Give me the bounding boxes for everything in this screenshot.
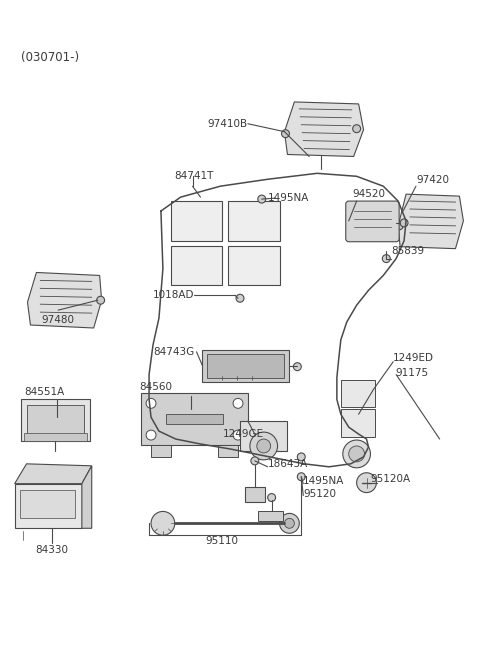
Circle shape [151,512,175,535]
Bar [24,433,87,441]
Circle shape [281,130,289,138]
FancyBboxPatch shape [346,201,399,242]
Text: 91175: 91175 [395,367,428,378]
Polygon shape [14,464,92,483]
Text: 97410B: 97410B [208,119,248,129]
Bar [258,512,283,521]
Circle shape [257,439,271,453]
Bar [151,445,171,457]
Text: 95110: 95110 [206,536,239,546]
Circle shape [233,430,243,440]
Bar [228,246,279,286]
Circle shape [96,296,105,304]
Bar [171,201,222,241]
Circle shape [400,219,408,227]
Polygon shape [27,272,102,328]
Circle shape [343,440,371,468]
Circle shape [268,494,276,502]
Text: 94520: 94520 [353,189,386,199]
Circle shape [236,294,244,302]
Bar [141,394,248,445]
Text: 97480: 97480 [42,315,74,325]
Circle shape [395,222,403,230]
Text: 95120A: 95120A [371,474,410,483]
Text: 95120: 95120 [303,489,336,498]
Bar [203,350,289,382]
Bar [20,490,75,518]
Circle shape [251,457,259,465]
Bar [207,354,285,377]
Bar [26,405,84,435]
Text: 1495NA: 1495NA [268,193,309,203]
Bar [240,421,288,451]
Bar [341,379,375,407]
Text: 84741T: 84741T [174,172,213,181]
Circle shape [293,363,301,371]
Circle shape [258,195,266,203]
Bar [14,483,82,529]
Text: 1249GE: 1249GE [223,429,264,439]
Circle shape [250,432,277,460]
Text: 1495NA: 1495NA [303,476,345,486]
Polygon shape [285,102,363,157]
Text: 84330: 84330 [36,545,69,555]
Circle shape [353,124,360,133]
Text: 1249ED: 1249ED [393,353,434,363]
Bar [245,487,264,502]
Bar [228,201,279,241]
Polygon shape [82,466,92,529]
Text: 97420: 97420 [416,176,449,185]
Text: (030701-): (030701-) [21,51,79,64]
Circle shape [146,430,156,440]
Bar [341,409,375,437]
Text: 84551A: 84551A [24,388,65,398]
Circle shape [233,398,243,408]
Text: 18643A: 18643A [268,459,308,469]
Text: 84560: 84560 [139,383,172,392]
Circle shape [357,473,376,493]
Bar [166,414,223,424]
Text: 84743G: 84743G [153,346,194,357]
Bar [218,445,238,457]
Circle shape [349,446,364,462]
Circle shape [146,398,156,408]
Text: 85839: 85839 [391,246,424,255]
Bar [171,246,222,286]
Bar [21,400,90,441]
Circle shape [297,473,305,481]
Circle shape [297,453,305,461]
Circle shape [383,255,390,263]
Circle shape [285,518,294,529]
Polygon shape [398,194,463,249]
Text: 1018AD: 1018AD [153,290,194,300]
Circle shape [279,514,300,533]
